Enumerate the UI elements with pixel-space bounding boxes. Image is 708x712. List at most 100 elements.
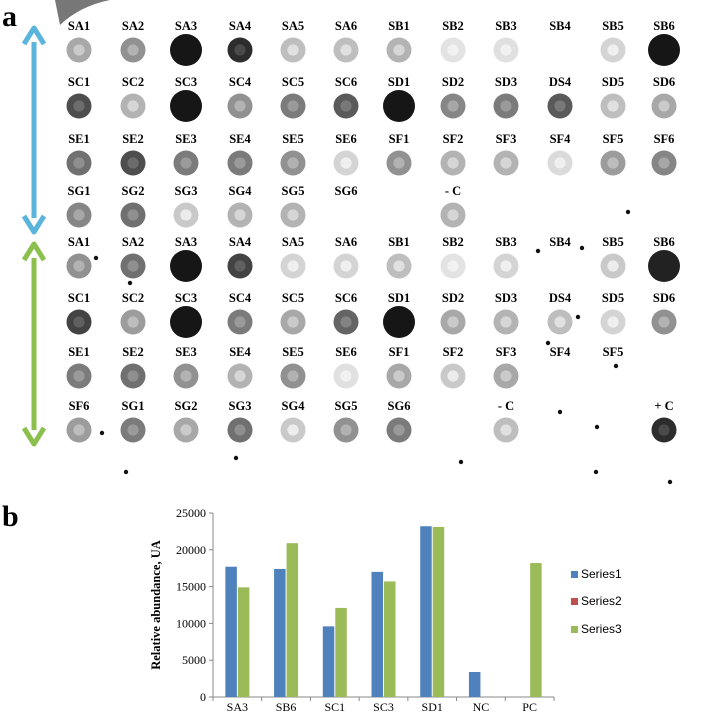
blot-spot-center — [500, 100, 512, 112]
x-tick-label: SA3 — [227, 700, 248, 712]
dot-label: SF2 — [443, 345, 464, 359]
blot-spot-center — [127, 260, 139, 272]
dot-label: SC3 — [175, 75, 197, 89]
dot-blot-image: SA1 SA2 SA3 SA4 SA5 SA6 SB1 SB2 SB3 SB4 SB5 SB6 SC1 S… — [21, 0, 708, 485]
dot-label: SC1 — [68, 75, 90, 89]
blot-spot-center — [393, 44, 405, 56]
bar-series3-sb6 — [286, 543, 299, 697]
blot-spot-center — [127, 424, 139, 436]
dot-label: SB3 — [495, 19, 517, 33]
blot-spot-center — [607, 44, 619, 56]
dot-label: - C — [498, 399, 514, 413]
blot-spot-center — [447, 100, 459, 112]
dot-label: SC6 — [335, 291, 357, 305]
blot-spot-center — [658, 424, 670, 436]
blot-spot-center — [287, 100, 299, 112]
blot-spot-center — [287, 316, 299, 328]
blot-spot-center — [658, 100, 670, 112]
blot-spot-center — [554, 316, 566, 328]
blot-spot — [383, 90, 415, 122]
speckle — [535, 248, 541, 254]
dot-label: DS4 — [549, 75, 572, 89]
dot-label: SE1 — [68, 132, 90, 146]
dot-label: SC4 — [229, 291, 252, 305]
dot-label: SG5 — [282, 184, 305, 198]
dot-label: SD2 — [442, 75, 464, 89]
dot-label: SE6 — [335, 132, 357, 146]
dot-label: SB5 — [602, 235, 624, 249]
blot-spot-center — [234, 424, 246, 436]
membrane-corner — [55, 0, 110, 25]
blot-spot-center — [340, 370, 352, 382]
bar-series1-sd1 — [420, 526, 432, 697]
dot-label: DS4 — [549, 291, 572, 305]
dot-label: SD6 — [653, 291, 675, 305]
blot-spot-center — [73, 316, 85, 328]
legend-label: Series2 — [581, 594, 622, 608]
blot-spot-center — [73, 44, 85, 56]
blot-spot-center — [73, 260, 85, 272]
dot-label: SF3 — [496, 132, 517, 146]
blot-spot-center — [234, 157, 246, 169]
membrane — [55, 0, 708, 480]
green-double-arrow — [21, 241, 47, 447]
bar-series1-sa3 — [225, 566, 237, 697]
dot-label: SE3 — [175, 132, 197, 146]
blot-spot-center — [287, 424, 299, 436]
blot-spot-center — [287, 209, 299, 221]
blot-spot-center — [127, 316, 139, 328]
dot-label: SB4 — [549, 19, 571, 33]
dot-label: SD1 — [388, 75, 410, 89]
blot-spot-center — [127, 157, 139, 169]
legend-label: Series1 — [581, 567, 622, 581]
blot-spot-center — [340, 424, 352, 436]
blot-spot — [170, 90, 202, 122]
dot-label: SF4 — [550, 345, 572, 359]
bar-series1-sc3 — [371, 571, 383, 697]
speckle — [458, 459, 464, 465]
blot-spot-center — [500, 260, 512, 272]
bar-series3-sd1 — [432, 526, 445, 697]
blot-spot-center — [500, 44, 512, 56]
speckle — [667, 479, 673, 485]
legend-swatch — [571, 571, 578, 578]
blot-spot — [648, 250, 680, 282]
blot-spot-center — [234, 100, 246, 112]
dot-label: SG4 — [282, 399, 306, 413]
legend-entry: Series2 — [571, 594, 622, 608]
bar-series1-sb6 — [274, 568, 286, 697]
blot-spot-center — [607, 316, 619, 328]
blot-spot-center — [180, 424, 192, 436]
legend-swatch — [571, 626, 578, 633]
x-tick-label: SB6 — [276, 700, 297, 712]
blot-spot-center — [393, 260, 405, 272]
blot-spot-center — [500, 370, 512, 382]
panel-b-label: b — [2, 500, 19, 533]
dot-label: SD6 — [653, 75, 675, 89]
dot-label: SE6 — [335, 345, 357, 359]
blot-spot-center — [234, 209, 246, 221]
dot-label: SB1 — [388, 19, 410, 33]
dot-label: SC4 — [229, 75, 252, 89]
blot-spot-center — [180, 157, 192, 169]
dot-label: SA3 — [175, 19, 197, 33]
dot-label: SF4 — [550, 132, 572, 146]
dot-label: SD3 — [495, 291, 517, 305]
dot-label: SB1 — [388, 235, 410, 249]
bar-series1-nc — [468, 671, 481, 697]
dot-label: SE2 — [122, 132, 144, 146]
dot-label: SA2 — [122, 235, 144, 249]
x-tick-label: SC3 — [373, 700, 394, 712]
blot-spot-center — [340, 157, 352, 169]
legend-entry: Series1 — [571, 567, 622, 581]
blot-spot-center — [234, 260, 246, 272]
dot-label: SA4 — [229, 235, 252, 249]
blot-spot-center — [340, 316, 352, 328]
blot-spot-center — [500, 424, 512, 436]
blot-spot-center — [287, 260, 299, 272]
dot-label: SC6 — [335, 75, 357, 89]
legend-swatch — [571, 598, 578, 605]
speckle — [123, 469, 129, 475]
y-tick-label: 10000 — [176, 616, 206, 630]
dot-label: SD3 — [495, 75, 517, 89]
